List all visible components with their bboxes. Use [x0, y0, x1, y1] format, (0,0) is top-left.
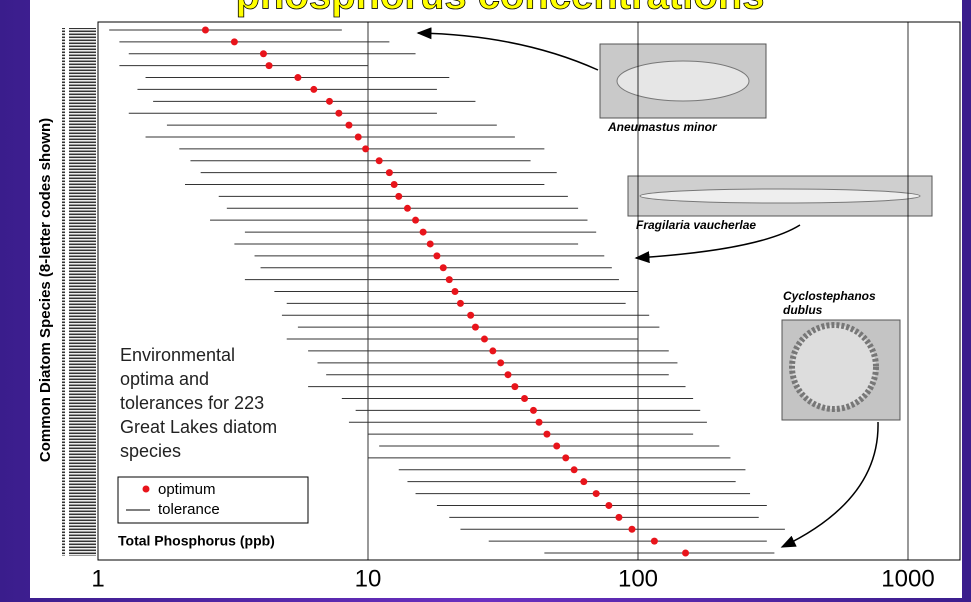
optimum-dot: [259, 50, 267, 58]
optimum-dot: [480, 335, 488, 343]
optimum-dot: [426, 240, 434, 248]
optimum-dot: [592, 490, 600, 498]
optimum-dot: [467, 311, 475, 319]
arrow: [780, 421, 879, 548]
optimum-dot: [535, 418, 543, 426]
optimum-dot: [419, 228, 427, 236]
optimum-dot: [521, 394, 529, 402]
caption: Aneumastus minor: [607, 120, 718, 134]
arrow: [634, 224, 801, 264]
annotation-line: species: [120, 441, 181, 461]
annotation: Environmental optima and tolerances for 22…: [120, 345, 277, 461]
annotation-line: Great Lakes diatom: [120, 417, 277, 437]
optimum-dot: [445, 276, 453, 284]
arrow: [416, 27, 599, 71]
y-axis-label: Common Diatom Species (8-letter codes sh…: [37, 118, 54, 462]
optimum-dot: [412, 216, 420, 224]
x-tick-label: 1000: [881, 565, 934, 592]
optimum-dot: [580, 478, 588, 486]
optimum-dot: [562, 454, 570, 462]
optimum-dot: [395, 192, 403, 200]
chart-title: phosphorus concentrations: [236, 0, 765, 18]
optimum-dot: [511, 383, 519, 391]
legend-marker: [142, 485, 150, 493]
optimum-dot: [345, 121, 353, 129]
legend-label: optimum: [158, 481, 216, 498]
caption: dublus: [783, 303, 823, 317]
optimum-dot: [650, 537, 658, 545]
optimum-dot: [390, 181, 398, 189]
optimum-dot: [682, 549, 690, 557]
x-tick-label: 100: [618, 565, 658, 592]
annotation-line: Environmental: [120, 345, 235, 365]
diatom-shape: [639, 188, 921, 204]
optimum-dot: [570, 466, 578, 474]
optimum-dot: [605, 501, 613, 509]
optimum-dot: [497, 359, 505, 367]
optimum-dot: [439, 264, 447, 272]
optimum-dot: [529, 406, 537, 414]
optimum-dot: [489, 347, 497, 355]
optimum-dot: [451, 288, 459, 295]
optimum-dot: [325, 97, 333, 105]
optimum-dot: [456, 299, 464, 307]
optimum-dot: [375, 157, 383, 165]
x-axis-label: Total Phosphorus (ppb): [118, 533, 275, 549]
optimum-dot: [385, 169, 393, 177]
optimum-dot: [553, 442, 561, 450]
optimum-dot: [335, 109, 343, 117]
optimum-dot: [362, 145, 370, 153]
caption: Cyclostephanos: [783, 289, 876, 303]
optimum-dot: [403, 204, 411, 212]
optimum-dot: [433, 252, 441, 260]
legend-box: [117, 476, 309, 524]
optimum-dot: [265, 62, 273, 70]
optimum-dot: [230, 38, 238, 46]
optimum-dot: [201, 26, 209, 34]
optimum-dot: [471, 323, 479, 331]
optimum-dot: [354, 133, 362, 141]
optimum-dot: [504, 371, 512, 379]
optimum-dot: [310, 85, 318, 93]
x-tick-label: 1: [91, 565, 104, 592]
legend: optimum tolerance: [126, 481, 220, 518]
optimum-dot: [543, 430, 551, 438]
annotation-line: tolerances for 223: [120, 393, 264, 413]
diatom-shape: [789, 322, 879, 412]
diatom-shape: [616, 60, 750, 102]
species-codes: [62, 28, 96, 556]
annotation-line: optima and: [120, 369, 209, 389]
optimum-dot: [628, 525, 636, 533]
caption: Fragilaria vaucherlae: [636, 218, 756, 232]
legend-label: tolerance: [158, 501, 220, 518]
x-tick-label: 10: [355, 565, 382, 592]
optimum-dot: [294, 74, 302, 82]
optimum-dot: [615, 513, 623, 521]
